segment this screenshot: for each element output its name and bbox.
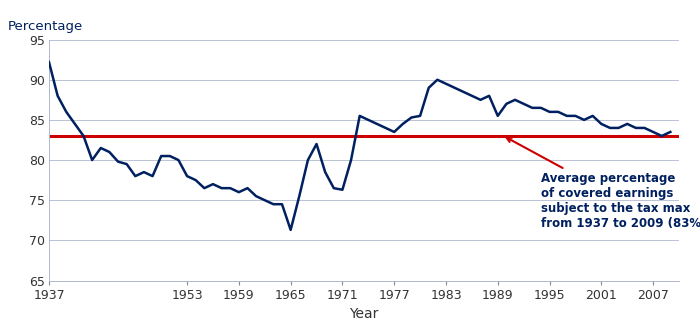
Text: Percentage: Percentage (8, 20, 83, 33)
Text: Average percentage
of covered earnings
subject to the tax max
from 1937 to 2009 : Average percentage of covered earnings s… (507, 138, 700, 230)
X-axis label: Year: Year (349, 307, 379, 321)
